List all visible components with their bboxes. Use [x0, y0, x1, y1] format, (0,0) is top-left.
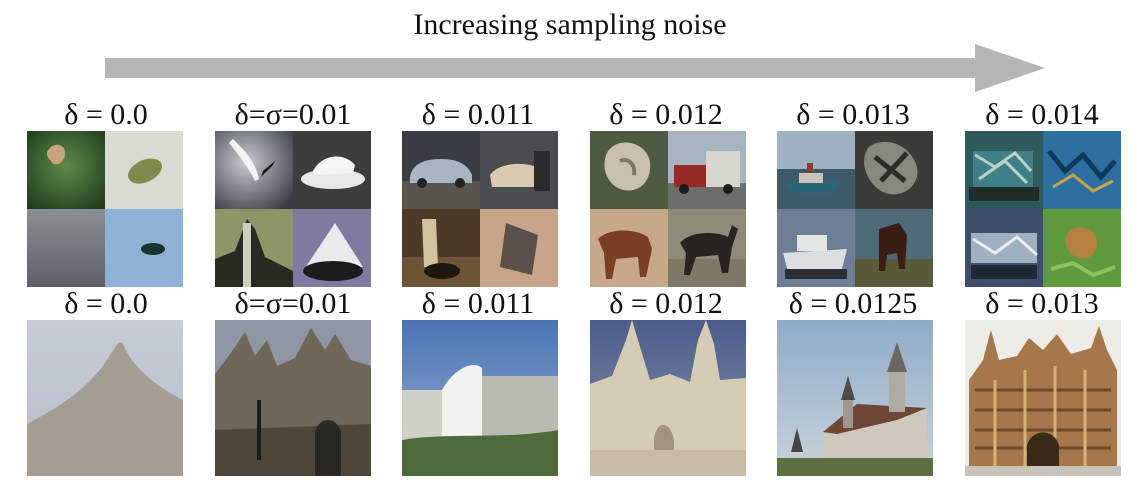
top-sample-grid-6 [965, 131, 1121, 287]
sample-image [480, 131, 558, 209]
noise-arrow [105, 44, 1045, 92]
top-label-2: δ=σ=0.01 [234, 98, 352, 131]
bottom-sample-5 [777, 320, 933, 476]
sample-image [1043, 131, 1121, 209]
sample-image [402, 131, 480, 209]
top-label-4: δ = 0.012 [609, 98, 723, 131]
sample-image [293, 209, 371, 287]
sample-image [215, 131, 293, 209]
top-sample-grid-4 [590, 131, 746, 287]
top-label-1: δ = 0.0 [64, 98, 148, 131]
sample-image [965, 209, 1043, 287]
bottom-label-4: δ = 0.012 [609, 287, 723, 320]
bottom-label-2: δ=σ=0.01 [234, 287, 352, 320]
bottom-label-6: δ = 0.013 [985, 287, 1099, 320]
sample-image [105, 131, 183, 209]
sample-image [855, 131, 933, 209]
sample-image [402, 209, 480, 287]
sample-image [855, 209, 933, 287]
bottom-label-3: δ = 0.011 [421, 287, 535, 320]
top-sample-grid-1 [27, 131, 183, 287]
bottom-label-5: δ = 0.0125 [788, 287, 918, 320]
bottom-label-1: δ = 0.0 [64, 287, 148, 320]
sample-image [668, 209, 746, 287]
sample-image [668, 131, 746, 209]
sample-image [27, 209, 105, 287]
top-label-3: δ = 0.011 [421, 98, 535, 131]
figure-title: Increasing sampling noise [413, 8, 727, 41]
sample-image [480, 209, 558, 287]
sample-image [1043, 209, 1121, 287]
bottom-sample-4 [590, 320, 746, 476]
bottom-sample-6 [965, 320, 1121, 476]
sample-image [777, 131, 855, 209]
top-label-6: δ = 0.014 [985, 98, 1099, 131]
sample-image [293, 131, 371, 209]
top-label-5: δ = 0.013 [796, 98, 910, 131]
sample-image [590, 209, 668, 287]
sample-image [777, 209, 855, 287]
top-sample-grid-5 [777, 131, 933, 287]
bottom-sample-1 [27, 320, 183, 476]
bottom-sample-2 [215, 320, 371, 476]
sample-image [105, 209, 183, 287]
bottom-sample-3 [402, 320, 558, 476]
sample-image [215, 209, 293, 287]
top-sample-grid-3 [402, 131, 558, 287]
sample-image [590, 131, 668, 209]
sample-image [965, 131, 1043, 209]
sample-image [27, 131, 105, 209]
top-sample-grid-2 [215, 131, 371, 287]
